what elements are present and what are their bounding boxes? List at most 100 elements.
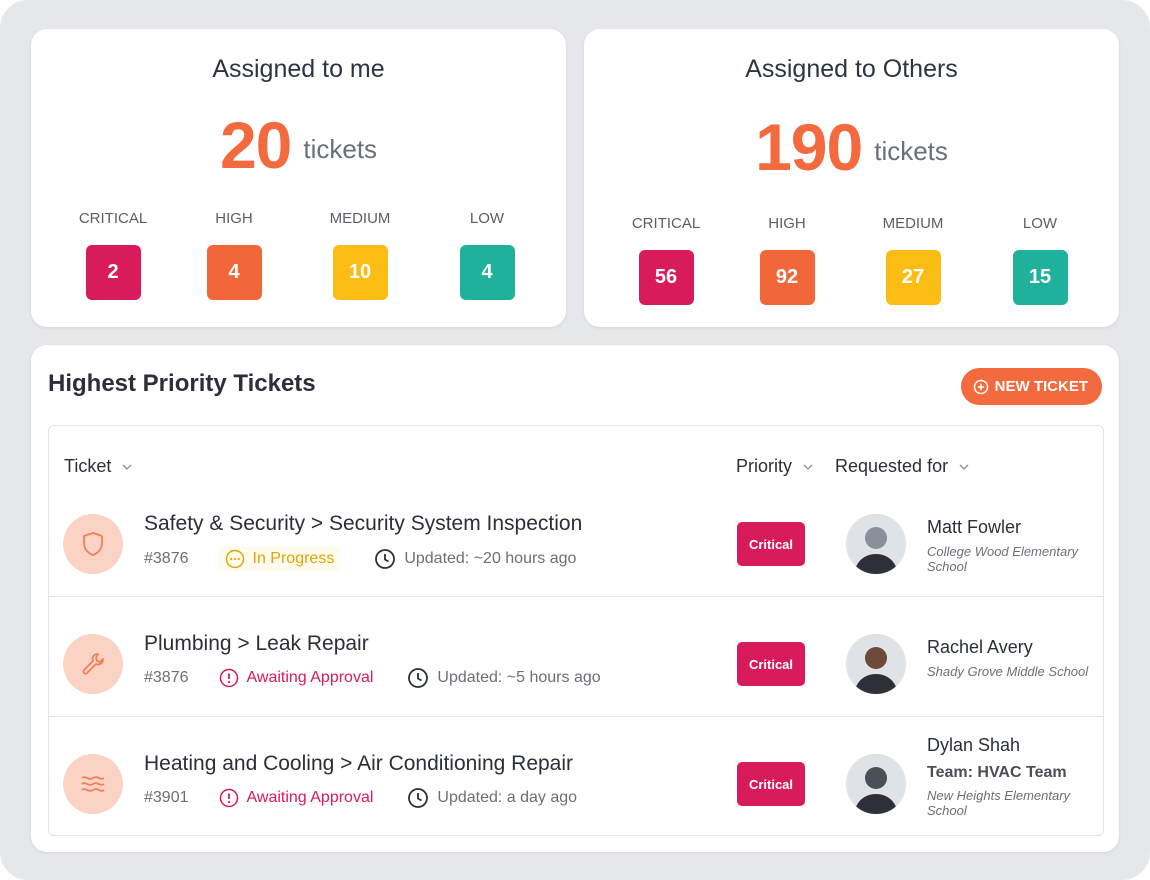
clock-icon	[374, 548, 396, 570]
level-label: LOW	[469, 210, 505, 227]
summary-title: Assigned to Others	[745, 55, 958, 83]
avatar-figure-svg	[846, 754, 906, 814]
clock-icon-svg	[375, 549, 396, 569]
requester: Matt Fowler College Wood Elementary Schoo…	[927, 517, 1102, 574]
requester-name: Dylan Shah	[927, 735, 1021, 755]
requester: Dylan Shah Team: HVAC Team New Heights Ele…	[927, 735, 1102, 818]
level-count: 27	[885, 250, 941, 305]
row-separator	[49, 596, 1103, 597]
summary-count: 190 tickets	[584, 109, 1119, 185]
count-unit: tickets	[303, 133, 378, 164]
column-label: Priority	[736, 456, 793, 476]
summary-card: Assigned to Others 190 tickets CRITICAL 56 HI…	[584, 29, 1119, 327]
clock-icon	[407, 667, 429, 689]
avatar-figure	[846, 754, 906, 814]
category-glyph-svg	[81, 776, 105, 792]
ticket-title[interactable]: Safety & Security > Security System Insp…	[144, 512, 583, 535]
avatar-figure-svg	[846, 634, 906, 694]
level-label: MEDIUM	[329, 210, 391, 227]
status-icon-svg	[219, 788, 238, 808]
priority-level: LOW 15	[980, 215, 1100, 305]
requester-school: College Wood Elementary School	[927, 544, 1079, 574]
new-ticket-button[interactable]: NEW TICKET	[960, 368, 1102, 405]
status-icon	[219, 668, 239, 688]
level-label: LOW	[1022, 215, 1058, 232]
status-label: In Progress	[252, 550, 335, 567]
priority-level: LOW 4	[427, 210, 547, 300]
button-label: NEW TICKET	[994, 378, 1088, 395]
status-icon	[219, 788, 239, 808]
sort-chevron	[802, 462, 814, 472]
category-glyph	[79, 530, 107, 558]
priority-level: CRITICAL 2	[53, 210, 173, 300]
status-icon-svg	[225, 549, 244, 569]
ticket-updated: Updated: ~20 hours ago	[374, 548, 576, 570]
summary-title: Assigned to me	[212, 55, 385, 83]
ticket-status: Awaiting Approval	[219, 788, 374, 808]
ticket-id: #3901	[144, 789, 189, 806]
ticket-status: Awaiting Approval	[219, 668, 374, 688]
level-label: HIGH	[768, 215, 806, 232]
updated-label: Updated: ~5 hours ago	[437, 669, 601, 686]
priority-badge: Critical	[737, 642, 805, 686]
sort-chevron	[121, 462, 133, 472]
ticket-status: In Progress	[218, 547, 341, 571]
ticket-id: #3876	[144, 550, 189, 567]
avatar-figure	[846, 514, 906, 574]
column-header[interactable]: Ticket	[64, 456, 133, 477]
updated-label: Updated: a day ago	[437, 789, 578, 806]
updated-label: Updated: ~20 hours ago	[404, 550, 577, 567]
count-number: 20	[219, 108, 292, 182]
row-separator	[49, 716, 1103, 717]
count-unit: tickets	[874, 135, 948, 166]
level-count: 56	[638, 250, 694, 305]
requester-name: Matt Fowler	[927, 517, 1022, 537]
status-label: Awaiting Approval	[246, 789, 374, 806]
sort-chevron-svg	[122, 464, 132, 470]
priority-level: HIGH 92	[727, 215, 847, 305]
ticket-meta: #3876 Awaiting Approval Updated: ~5 hours …	[144, 667, 601, 689]
level-label: MEDIUM	[882, 215, 944, 232]
priority-badge: Critical	[737, 522, 805, 566]
sort-chevron-svg	[803, 464, 813, 470]
plus-icon	[973, 379, 988, 394]
ticket-id: #3876	[144, 669, 189, 686]
panel-title: Highest Priority Tickets	[48, 370, 316, 397]
ticket-title[interactable]: Plumbing > Leak Repair	[144, 632, 369, 655]
tickets-panel: Highest Priority Tickets NEW TICKET Tick…	[31, 345, 1119, 852]
status-icon	[225, 549, 245, 569]
ticket-title[interactable]: Heating and Cooling > Air Conditioning R…	[144, 752, 574, 775]
status-label: Awaiting Approval	[246, 669, 374, 686]
category-glyph	[79, 770, 107, 798]
requester: Rachel Avery Shady Grove Middle School	[927, 637, 1102, 679]
requester-team: Team: HVAC Team	[927, 764, 1067, 781]
category-glyph	[79, 650, 107, 678]
column-header[interactable]: Requested for	[835, 456, 970, 477]
category-icon	[63, 514, 123, 574]
ticket-meta: #3901 Awaiting Approval Updated: a day ago	[144, 787, 577, 809]
clock-icon	[407, 787, 429, 809]
column-header[interactable]: Priority	[736, 456, 814, 477]
level-count: 4	[459, 245, 515, 300]
avatar	[846, 514, 906, 574]
ticket-updated: Updated: ~5 hours ago	[407, 667, 601, 689]
level-label: HIGH	[215, 210, 253, 227]
avatar-figure-svg	[846, 514, 906, 574]
level-count: 10	[332, 245, 388, 300]
summary-card: Assigned to me 20 tickets CRITICAL 2 HIGH 4 MED…	[31, 29, 566, 327]
priority-level: MEDIUM 27	[853, 215, 973, 305]
level-label: CRITICAL	[78, 210, 148, 227]
status-icon-svg	[219, 668, 238, 688]
priority-level: CRITICAL 56	[606, 215, 726, 305]
category-glyph-svg	[82, 653, 104, 675]
avatar	[846, 634, 906, 694]
level-count: 15	[1012, 250, 1068, 305]
avatar	[846, 754, 906, 814]
column-label: Requested for	[835, 456, 949, 476]
level-count: 4	[206, 245, 262, 300]
requester-school: New Heights Elementary School	[927, 788, 1071, 818]
summary-count: 20 tickets	[31, 107, 566, 183]
requester-school: Shady Grove Middle School	[927, 664, 1089, 679]
sort-chevron	[958, 462, 970, 472]
